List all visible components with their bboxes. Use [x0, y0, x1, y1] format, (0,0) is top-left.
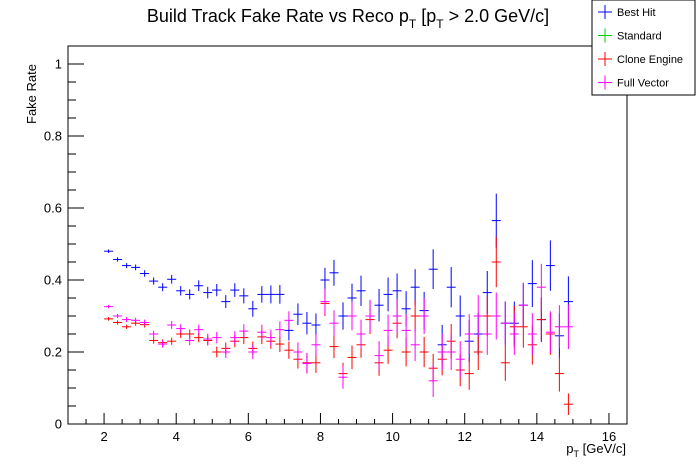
legend-label-best-hit: Best Hit — [617, 7, 656, 19]
title-mid: [p — [416, 6, 436, 26]
x-tick-label: 14 — [530, 429, 544, 444]
tick-layer: 2 4 6 8 10 12 14 16 0 0.2 0.4 0.6 0.8 1 — [44, 57, 616, 445]
x-axis-label: pT [GeV/c] — [566, 441, 626, 459]
legend-label-standard: Standard — [617, 31, 662, 43]
data-layer — [104, 193, 573, 415]
x-label-sub: T — [574, 449, 580, 459]
y-tick-label: 0.8 — [44, 129, 62, 144]
x-label-main: p — [566, 441, 573, 456]
legend-box — [591, 0, 696, 96]
title-sub2: T — [436, 17, 444, 31]
title-sub1: T — [409, 17, 417, 31]
x-tick-label: 2 — [100, 429, 107, 444]
y-axis-label: Fake Rate — [24, 64, 39, 124]
x-tick-label: 4 — [173, 429, 180, 444]
x-label-unit: [GeV/c] — [579, 441, 626, 456]
legend: Best Hit Standard Clone Engine Full Vector — [591, 0, 696, 96]
y-tick-label: 0.6 — [44, 201, 62, 216]
x-tick-label: 16 — [602, 429, 616, 444]
y-tick-label: 0 — [55, 417, 62, 432]
x-tick-label: 10 — [385, 429, 399, 444]
y-tick-label: 1 — [55, 57, 62, 72]
plot-frame — [67, 45, 628, 425]
series-best-hit — [104, 193, 573, 365]
legend-label-full-vector: Full Vector — [617, 78, 669, 90]
x-tick-label: 8 — [317, 429, 324, 444]
y-tick-label: 0.2 — [44, 345, 62, 360]
chart-title: Build Track Fake Rate vs Reco pT [pT > 2… — [147, 6, 549, 31]
series-full-vector — [104, 263, 573, 397]
x-tick-label: 6 — [245, 429, 252, 444]
x-tick-label: 12 — [457, 429, 471, 444]
legend-label-clone-engine: Clone Engine — [617, 54, 683, 66]
title-main: Build Track Fake Rate vs Reco p — [147, 6, 409, 26]
y-tick-label: 0.4 — [44, 273, 62, 288]
series-clone-engine — [104, 236, 573, 415]
title-end: > 2.0 GeV/c] — [444, 6, 550, 26]
